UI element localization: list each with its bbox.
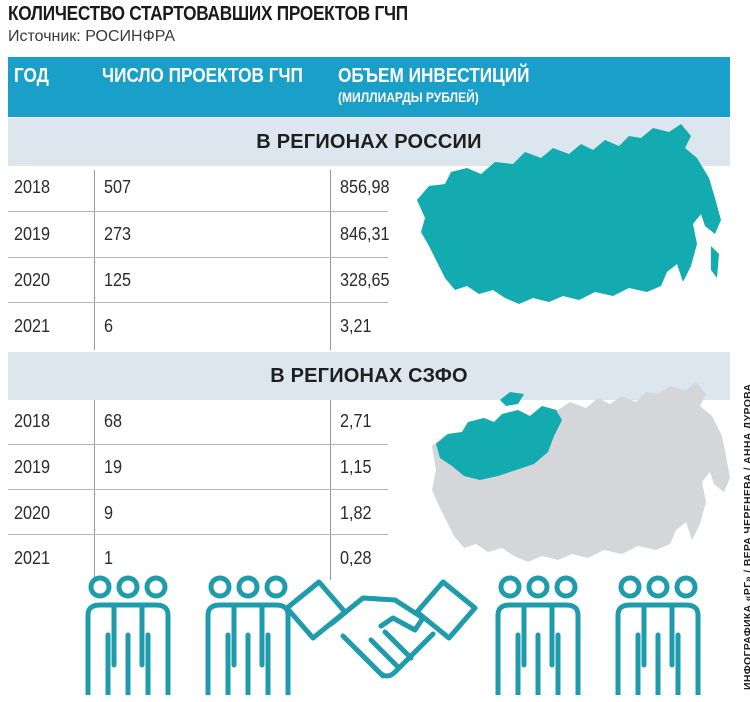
column-divider: [94, 170, 95, 350]
year-cell: 2018: [14, 177, 51, 197]
investment-cell: 1,82: [340, 503, 372, 523]
projects-cell: 125: [104, 270, 132, 290]
column-investment-unit: (МИЛЛИАРДЫ РУБЛЕЙ): [338, 89, 479, 105]
column-investment-header: ОБЪЕМ ИНВЕСТИЦИЙ: [338, 65, 530, 87]
projects-cell: 6: [104, 316, 114, 336]
people-group-icon: [615, 575, 701, 695]
column-divider: [330, 170, 331, 350]
credit-line: ИНФОГРАФИКА «РГ» / ВЕРА ЧЕРЕНЕВА / АННА …: [742, 383, 750, 690]
page-title: КОЛИЧЕСТВО СТАРТОВАВШИХ ПРОЕКТОВ ГЧП: [8, 3, 408, 25]
section-title: В РЕГИОНАХ СЗФО: [270, 365, 468, 387]
row-divider: [8, 302, 388, 303]
projects-cell: 9: [104, 503, 114, 523]
row-divider: [8, 489, 388, 490]
investment-cell: 846,31: [340, 224, 390, 244]
column-year-header: ГОД: [14, 65, 49, 87]
russia-map-icon: [417, 124, 721, 304]
year-cell: 2019: [14, 224, 51, 244]
projects-cell: 273: [104, 224, 132, 244]
column-divider: [330, 400, 331, 580]
investment-cell: 328,65: [340, 270, 390, 290]
year-cell: 2019: [14, 457, 51, 477]
source-note: Источник: РОСИНФРА: [8, 28, 176, 45]
year-cell: 2020: [14, 270, 51, 290]
row-divider: [8, 257, 388, 258]
row-divider: [8, 444, 388, 445]
investment-cell: 856,98: [340, 177, 390, 197]
investment-cell: 2,71: [340, 411, 372, 431]
projects-cell: 507: [104, 177, 132, 197]
row-divider: [8, 211, 388, 212]
handshake-icon: [284, 579, 478, 679]
people-group-icon: [495, 575, 581, 695]
investment-cell: 1,15: [340, 457, 372, 477]
column-divider: [94, 400, 95, 580]
section-title: В РЕГИОНАХ РОССИИ: [256, 131, 482, 153]
table-header: ГОД ЧИСЛО ПРОЕКТОВ ГЧП ОБЪЕМ ИНВЕСТИЦИЙ …: [8, 57, 730, 117]
year-cell: 2021: [14, 548, 51, 568]
row-divider: [8, 534, 388, 535]
section-band-russia: В РЕГИОНАХ РОССИИ: [8, 118, 730, 166]
year-cell: 2018: [14, 411, 51, 431]
projects-cell: 68: [104, 411, 123, 431]
section-band-szfo: В РЕГИОНАХ СЗФО: [8, 352, 730, 400]
investment-cell: 0,28: [340, 548, 372, 568]
people-group-icon: [205, 575, 291, 695]
szfo-map-icon: [432, 382, 730, 562]
year-cell: 2021: [14, 316, 51, 336]
people-group-icon: [85, 575, 171, 695]
year-cell: 2020: [14, 503, 51, 523]
projects-cell: 1: [104, 548, 114, 568]
projects-cell: 19: [104, 457, 123, 477]
investment-cell: 3,21: [340, 316, 372, 336]
column-projects-header: ЧИСЛО ПРОЕКТОВ ГЧП: [102, 65, 303, 87]
